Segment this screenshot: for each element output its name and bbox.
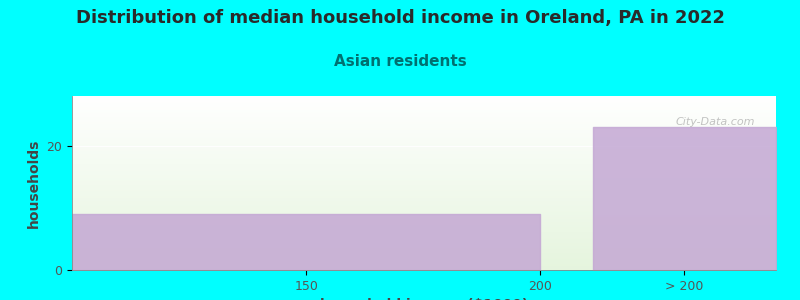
Text: City-Data.com: City-Data.com [675,117,755,127]
Text: Distribution of median household income in Oreland, PA in 2022: Distribution of median household income … [75,9,725,27]
Text: Asian residents: Asian residents [334,54,466,69]
Y-axis label: households: households [27,138,41,228]
X-axis label: household income ($1000): household income ($1000) [320,298,528,300]
